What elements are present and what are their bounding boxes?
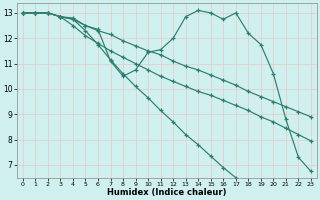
- X-axis label: Humidex (Indice chaleur): Humidex (Indice chaleur): [107, 188, 227, 197]
